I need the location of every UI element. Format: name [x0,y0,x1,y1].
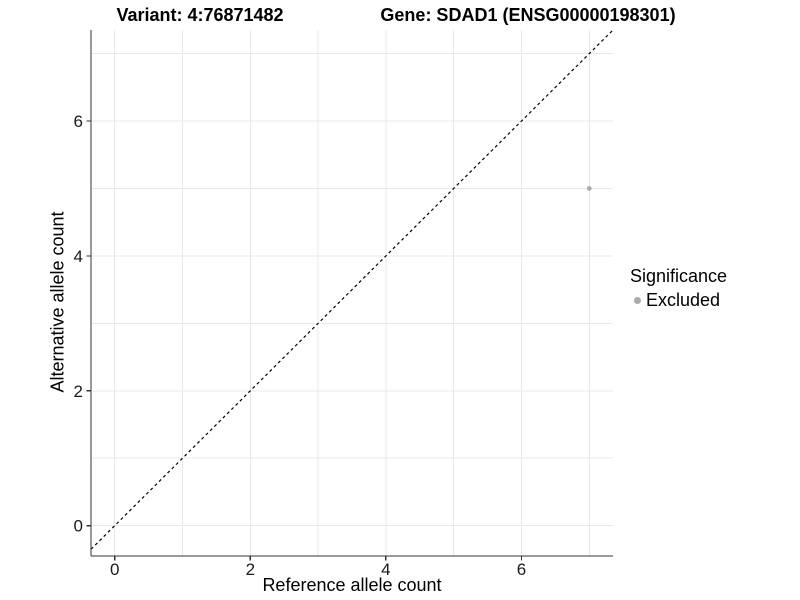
x-tick-label: 6 [517,560,526,579]
x-tick-label: 2 [246,560,255,579]
x-tick-label: 0 [110,560,119,579]
y-tick-label: 4 [74,247,83,266]
y-tick-label: 2 [74,382,83,401]
legend-item-excluded: Excluded [634,290,727,311]
legend-point-icon [634,297,641,304]
legend-item-label: Excluded [646,290,721,310]
plot-title-gene: Gene: SDAD1 (ENSG00000198301) [380,5,676,25]
data-point [586,186,592,191]
y-axis-title: Alternative allele count [47,211,68,393]
legend: Significance Excluded [630,266,727,311]
y-tick-label: 6 [74,112,83,131]
plot-title-variant: Variant: 4:76871482 [116,5,284,25]
x-axis-title: Reference allele count [262,575,442,595]
x-tick-label: 4 [381,560,390,579]
legend-title: Significance [630,266,728,286]
identity-reference-line [90,29,614,550]
y-tick-label: 0 [74,517,83,536]
